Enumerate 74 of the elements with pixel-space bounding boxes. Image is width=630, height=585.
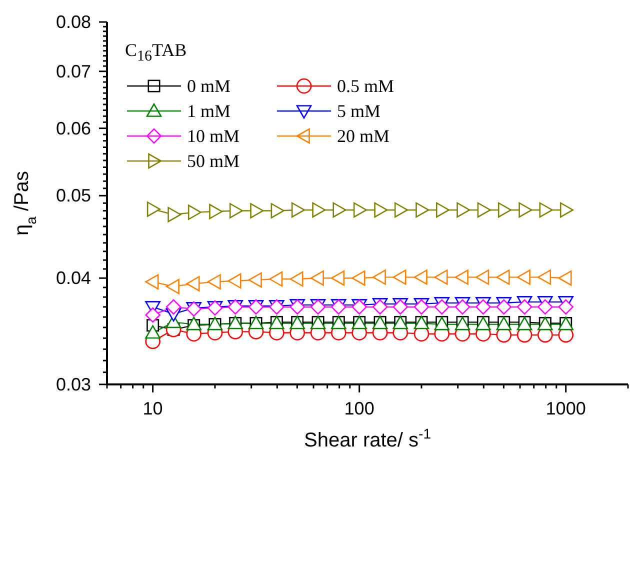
point — [558, 270, 572, 286]
legend-label: 10 mM — [187, 126, 240, 147]
x-tick-label: 1000 — [546, 398, 586, 418]
point — [312, 202, 326, 218]
point — [270, 203, 284, 218]
point — [145, 274, 159, 290]
point — [476, 270, 490, 285]
point — [454, 270, 468, 285]
point — [188, 204, 202, 220]
point — [330, 270, 345, 286]
point — [291, 202, 305, 218]
point — [166, 299, 182, 315]
point — [372, 299, 388, 315]
point — [353, 202, 367, 218]
point — [516, 299, 532, 315]
legend-label: 50 mM — [187, 150, 240, 172]
point — [496, 270, 510, 285]
point — [558, 299, 574, 315]
point — [414, 299, 430, 315]
point — [496, 299, 512, 315]
point — [186, 316, 202, 330]
point — [537, 270, 552, 285]
point — [374, 202, 388, 218]
point — [434, 299, 450, 315]
point — [168, 206, 182, 222]
point — [560, 202, 574, 218]
point — [352, 270, 366, 286]
point — [310, 270, 324, 286]
legend-label: 20 mM — [337, 126, 390, 147]
y-tick-label: 0.05 — [56, 186, 91, 206]
point — [228, 273, 242, 289]
point — [518, 202, 532, 218]
x-tick-label: 100 — [344, 398, 374, 418]
legend-label: 0 mM — [187, 76, 231, 97]
x-axis-title: Shear rate/ s$^{-1}$ — [304, 425, 432, 452]
point — [209, 204, 223, 220]
point — [269, 271, 283, 287]
point — [145, 307, 160, 323]
x-tick-label: 10 — [142, 398, 163, 418]
point — [248, 272, 262, 288]
y-tick-label: 0.04 — [56, 268, 91, 288]
point — [516, 270, 530, 285]
y-tick-label: 0.08 — [56, 12, 91, 32]
legend-title: C$_{16}$TAB — [125, 40, 188, 66]
point — [250, 203, 264, 218]
point — [145, 325, 160, 339]
point — [537, 299, 553, 315]
point — [454, 299, 470, 315]
point — [416, 202, 430, 218]
point — [434, 270, 448, 285]
point — [476, 299, 491, 315]
point — [456, 202, 470, 218]
y-tick-label: 0.06 — [56, 118, 91, 138]
point — [414, 270, 428, 285]
point — [539, 202, 553, 218]
y-tick-label: 0.03 — [56, 374, 91, 394]
point — [166, 278, 180, 294]
point — [477, 202, 491, 218]
y-tick-label: 0.07 — [56, 61, 91, 82]
point — [146, 202, 160, 217]
point — [392, 299, 408, 315]
point — [290, 271, 304, 287]
point — [229, 203, 243, 218]
legend-label: 0.5 mM — [337, 76, 394, 97]
point — [372, 270, 386, 285]
point — [436, 202, 450, 218]
legend-label: 5 mM — [337, 100, 381, 122]
legend-label: 1 mM — [187, 100, 231, 122]
point — [207, 274, 221, 290]
point — [186, 276, 200, 292]
point — [498, 202, 512, 218]
point — [332, 202, 346, 218]
point — [394, 202, 408, 218]
point — [392, 270, 406, 285]
